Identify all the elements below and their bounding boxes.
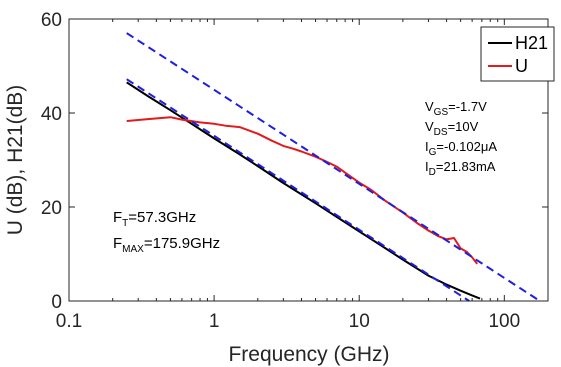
y-tick-label: 40	[41, 104, 62, 125]
legend: H21 U	[481, 27, 554, 81]
x-tick-label: 1	[209, 311, 220, 332]
legend-label-u: U	[515, 56, 528, 76]
y-tick-label: 20	[41, 198, 62, 219]
x-tick-label: 0.1	[56, 311, 82, 332]
x-tick-label: 10	[349, 311, 370, 332]
y-tick-label: 60	[41, 10, 62, 31]
x-tick-label: 100	[488, 311, 520, 332]
y-tick-label: 0	[51, 292, 62, 313]
y-axis-title: U (dB), H21(dB)	[4, 85, 27, 236]
x-axis-title: Frequency (GHz)	[228, 343, 389, 366]
legend-label-h21: H21	[515, 33, 548, 53]
